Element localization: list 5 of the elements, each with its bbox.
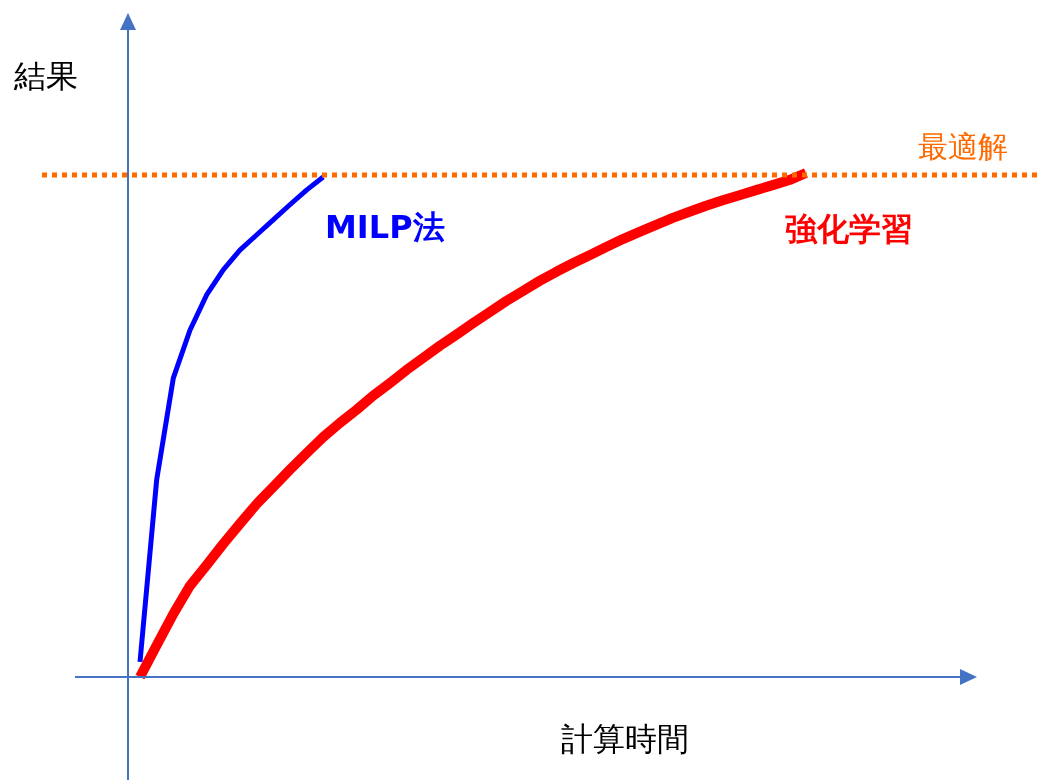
x-axis-title: 計算時間 <box>561 720 689 758</box>
series-label: MILP法 <box>325 208 445 246</box>
y-axis-title: 結果 <box>13 57 78 95</box>
ref-line-label: 最適解 <box>918 129 1008 165</box>
series-label: 強化学習 <box>785 210 913 248</box>
